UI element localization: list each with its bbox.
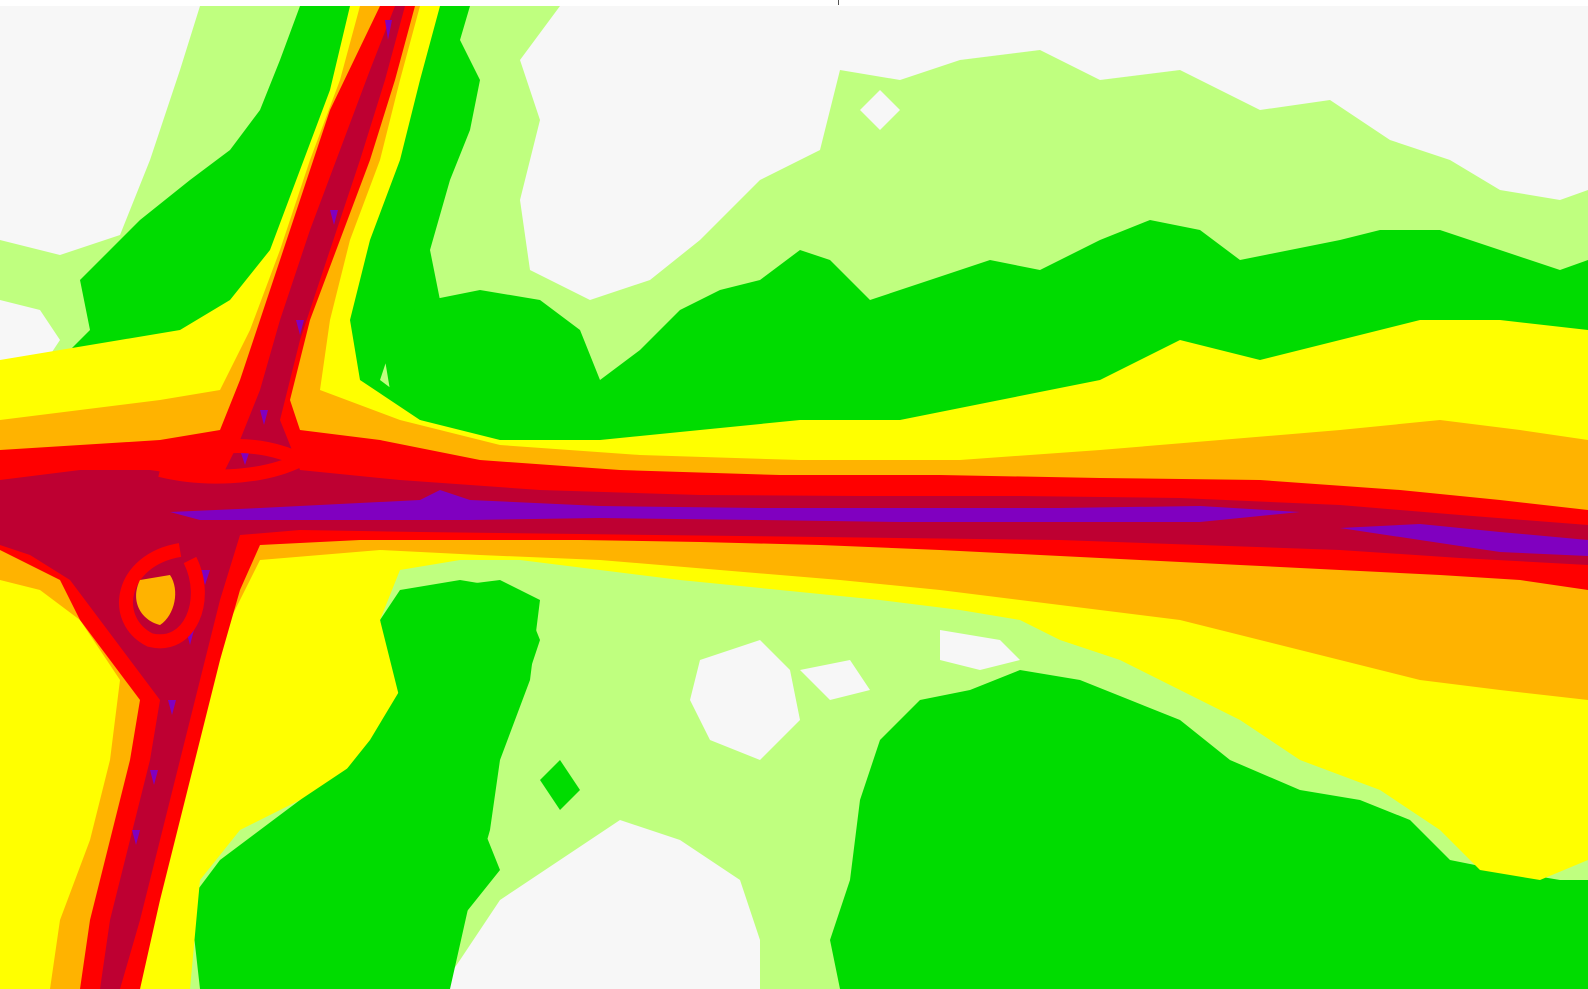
top-edge-strip bbox=[0, 0, 1588, 6]
top-edge-marker bbox=[838, 0, 839, 5]
band-green-lower-left bbox=[200, 580, 540, 989]
quiet-patches bbox=[0, 90, 1020, 989]
band-dark-red bbox=[0, 6, 1588, 989]
interchange-inner bbox=[136, 575, 176, 625]
band-purple bbox=[132, 20, 1588, 845]
interchange-loops bbox=[119, 439, 316, 649]
